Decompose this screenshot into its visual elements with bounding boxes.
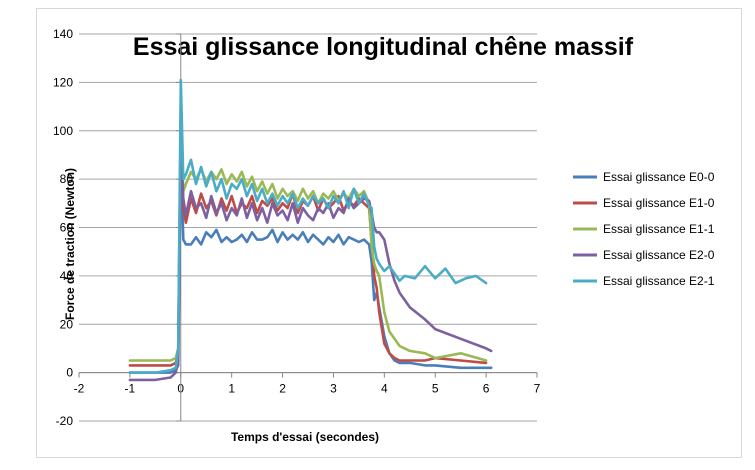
y-tick-label: 80: [60, 172, 74, 186]
legend: Essai glissance E0-0 Essai glissance E1-0…: [573, 170, 715, 288]
y-tick-label: 40: [60, 269, 74, 283]
line-chart: Essai glissance longitudinal chêne massi…: [53, 27, 715, 444]
legend-entry: Essai glissance E2-1: [603, 274, 715, 288]
legend-entry: Essai glissance E0-0: [603, 170, 715, 184]
x-tick-label: -1: [125, 382, 136, 396]
legend-entry: Essai glissance E2-0: [603, 248, 715, 262]
y-tick-label: -20: [56, 414, 74, 428]
y-tick-label: 0: [66, 366, 73, 380]
x-tick-label: 4: [381, 382, 388, 396]
y-tick-labels: -20 0 20 40 60 80 100 120 140: [53, 27, 73, 428]
y-tick-label: 100: [53, 124, 73, 138]
y-tick-label: 120: [53, 75, 73, 89]
y-tick-label: 20: [60, 317, 74, 331]
legend-entry: Essai glissance E1-1: [603, 222, 715, 236]
x-tick-label: 7: [534, 382, 541, 396]
chart-frame: Essai glissance longitudinal chêne massi…: [36, 8, 742, 458]
x-tick-label: 2: [279, 382, 286, 396]
series-line-essai-glissance-e2-0: [128, 141, 493, 382]
chart-title: Essai glissance longitudinal chêne massi…: [133, 33, 634, 61]
y-axis-label: Force de traction (Newton): [63, 168, 77, 320]
x-tick-label: 3: [330, 382, 337, 396]
y-tick-label: 60: [60, 221, 74, 235]
series-lines: [128, 78, 493, 382]
legend-entry: Essai glissance E1-0: [603, 196, 715, 210]
x-tick-label: 5: [432, 382, 439, 396]
x-tick-label: -2: [74, 382, 85, 396]
x-tick-label: 6: [483, 382, 490, 396]
x-tick-label: 1: [228, 382, 235, 396]
y-tick-label: 140: [53, 27, 73, 41]
x-tick-labels: -2-101234567: [74, 382, 541, 396]
gridlines: [79, 33, 537, 422]
series-line-essai-glissance-e2-1: [128, 78, 488, 374]
x-axis-label: Temps d'essai (secondes): [231, 430, 379, 444]
